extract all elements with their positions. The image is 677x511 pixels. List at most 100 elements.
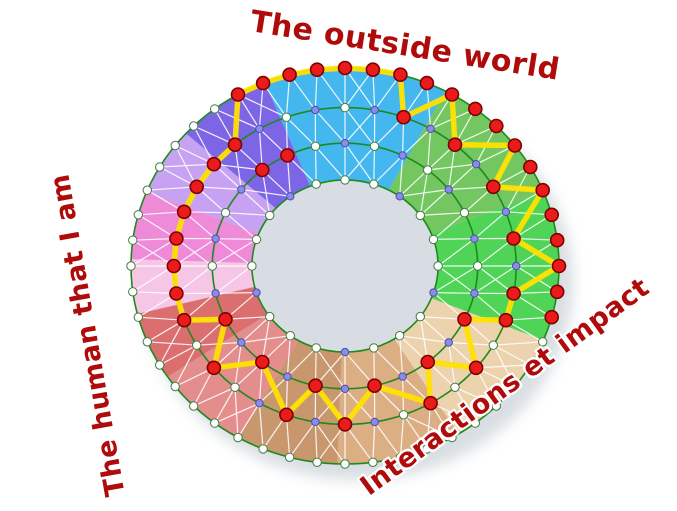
mesh-line: [286, 347, 317, 378]
mesh-line: [147, 341, 197, 346]
purple-node: [255, 124, 264, 134]
mesh-line: [315, 351, 346, 387]
mesh-line: [454, 386, 497, 407]
red-node: [467, 101, 483, 117]
nodes: [126, 102, 548, 469]
mesh-line: [399, 169, 429, 197]
mesh-line: [215, 238, 257, 240]
mesh-line: [403, 414, 428, 450]
red-node: [169, 231, 184, 246]
white-node: [210, 104, 220, 114]
mesh-line: [237, 402, 260, 438]
mesh-line: [513, 214, 553, 240]
mesh-line: [505, 316, 552, 321]
white-node: [220, 208, 231, 218]
mesh-line: [215, 292, 257, 294]
white-node: [142, 185, 153, 195]
red-node: [444, 87, 460, 102]
mesh-line: [159, 163, 214, 168]
mesh-line: [344, 351, 375, 387]
purple-node: [470, 234, 479, 243]
mesh-line: [433, 238, 475, 240]
red-node: [169, 286, 184, 301]
red-node: [176, 312, 192, 328]
red-node: [393, 67, 408, 82]
white-node: [340, 175, 350, 185]
mesh-line: [225, 212, 257, 240]
mesh-line: [373, 146, 376, 185]
mesh-line: [176, 265, 213, 294]
white-node: [488, 340, 498, 350]
red-node: [544, 309, 560, 325]
white-node: [126, 261, 136, 271]
purple-node: [283, 372, 292, 381]
mesh-line: [454, 387, 476, 424]
white-node: [473, 261, 483, 271]
purple-node: [211, 289, 220, 298]
red-node: [419, 75, 435, 91]
mesh-line: [427, 163, 477, 171]
mesh-line: [437, 265, 475, 294]
mesh-line: [258, 403, 264, 449]
white-node: [368, 457, 378, 467]
mesh-line: [493, 344, 531, 366]
sector-magenta: [131, 191, 259, 263]
mesh-line: [399, 414, 405, 458]
red-node: [279, 407, 294, 423]
white-node: [210, 418, 220, 428]
mesh-line: [430, 402, 476, 424]
mesh-line: [196, 186, 242, 191]
sector-salmon: [167, 314, 299, 438]
red-node: [282, 67, 297, 82]
red-node: [365, 62, 381, 77]
mesh-line: [193, 125, 236, 146]
red-node: [447, 137, 463, 152]
mesh-line: [474, 211, 507, 240]
red-node: [308, 378, 323, 394]
red-node: [255, 75, 271, 91]
white-node: [459, 208, 470, 218]
red-node: [468, 360, 484, 376]
purple-node: [340, 384, 350, 393]
white-node: [170, 381, 180, 392]
purple-node: [398, 151, 407, 160]
mesh-line: [454, 125, 497, 146]
purple-node: [471, 160, 481, 169]
white-node: [415, 311, 425, 322]
red-node: [280, 148, 295, 163]
mesh-line: [464, 211, 506, 214]
white-node: [428, 234, 439, 245]
mesh-line: [286, 335, 291, 377]
white-node: [189, 121, 199, 131]
purple-node: [252, 288, 261, 297]
white-node: [265, 311, 275, 322]
red-node: [166, 258, 182, 274]
mesh-line: [176, 238, 213, 267]
mesh-line: [492, 344, 516, 387]
red-node: [551, 258, 567, 274]
purple-node: [398, 372, 407, 381]
red-node: [337, 417, 353, 432]
red-node: [230, 87, 246, 102]
red-node: [254, 354, 270, 370]
red-node: [206, 156, 222, 172]
red-node: [227, 137, 243, 152]
white-node: [155, 360, 165, 370]
white-node: [415, 210, 425, 221]
mesh-line: [315, 145, 346, 181]
white-node: [155, 162, 165, 172]
white-node: [189, 401, 199, 411]
mesh-line: [426, 403, 432, 449]
white-node: [265, 210, 275, 221]
white-node: [281, 112, 292, 122]
red-node: [309, 62, 325, 77]
mesh-line: [419, 189, 450, 216]
mesh-line: [234, 144, 242, 190]
purple-node: [512, 261, 521, 271]
mesh-line: [314, 421, 346, 465]
mesh-line: [314, 146, 317, 185]
mesh-line: [403, 414, 453, 439]
white-node: [312, 457, 322, 467]
red-nodes: [166, 60, 567, 432]
purple-node: [286, 192, 295, 201]
